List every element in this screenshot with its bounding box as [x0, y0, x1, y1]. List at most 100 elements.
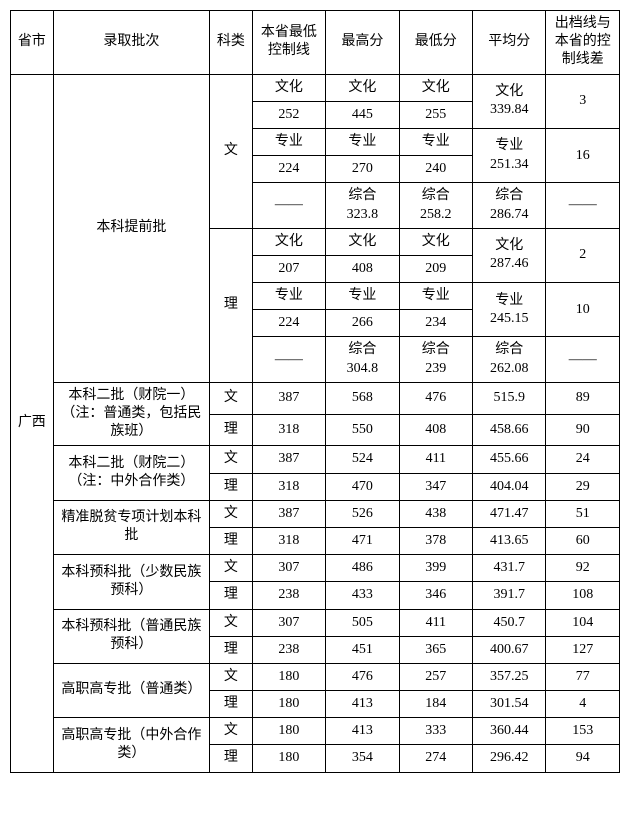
batch-cell: 本科预科批（少数民族预科）: [53, 555, 209, 609]
table-row: 高职高专批（普通类） 文 180 476 257 357.25 77: [11, 663, 620, 690]
cell: 486: [326, 555, 399, 582]
cell: 568: [326, 382, 399, 414]
cell: 理: [210, 745, 253, 772]
cell: 10: [546, 283, 620, 337]
cell: 515.9: [473, 382, 546, 414]
cell: 理: [210, 691, 253, 718]
table-row: 本科预科批（普通民族预科） 文 307 505 411 450.7 104: [11, 609, 620, 636]
table-row: 本科预科批（少数民族预科） 文 307 486 399 431.7 92: [11, 555, 620, 582]
cell: 理: [210, 636, 253, 663]
cell: 理: [210, 414, 253, 446]
cell: 378: [399, 527, 472, 554]
hdr-avg: 平均分: [473, 11, 546, 75]
cell: 16: [546, 128, 620, 182]
cell: 318: [252, 473, 325, 500]
cell: 108: [546, 582, 620, 609]
cell: 文: [210, 718, 253, 745]
cell: 180: [252, 745, 325, 772]
cell: 综合239: [399, 337, 472, 382]
cell: 307: [252, 609, 325, 636]
cell: 550: [326, 414, 399, 446]
cell: 理: [210, 582, 253, 609]
table-row: 精准脱贫专项计划本科批 文 387 526 438 471.47 51: [11, 500, 620, 527]
cell: 471.47: [473, 500, 546, 527]
cell: 90: [546, 414, 620, 446]
cell: 391.7: [473, 582, 546, 609]
cell: 333: [399, 718, 472, 745]
cell: 60: [546, 527, 620, 554]
cell: 307: [252, 555, 325, 582]
cell: 专业: [252, 128, 325, 155]
cell: 234: [399, 310, 472, 337]
cell: 77: [546, 663, 620, 690]
cell: 346: [399, 582, 472, 609]
cell: 357.25: [473, 663, 546, 690]
cell: 252: [252, 101, 325, 128]
cell: 433: [326, 582, 399, 609]
batch-cell: 本科预科批（普通民族预科）: [53, 609, 209, 663]
cell: 240: [399, 156, 472, 183]
cell: 文: [210, 446, 253, 473]
cell: 4: [546, 691, 620, 718]
cell: 524: [326, 446, 399, 473]
cell: 127: [546, 636, 620, 663]
cell: 3: [546, 74, 620, 128]
cell: 526: [326, 500, 399, 527]
cell: 文化: [399, 74, 472, 101]
cell: 360.44: [473, 718, 546, 745]
cell: 400.67: [473, 636, 546, 663]
cell: 文: [210, 382, 253, 414]
cell: 207: [252, 255, 325, 282]
cell: 专业: [399, 283, 472, 310]
hdr-min: 最低分: [399, 11, 472, 75]
cell: 184: [399, 691, 472, 718]
cell: 180: [252, 718, 325, 745]
cell: 224: [252, 156, 325, 183]
cell: 专业: [399, 128, 472, 155]
batch-cell: 精准脱贫专项计划本科批: [53, 500, 209, 554]
hdr-max: 最高分: [326, 11, 399, 75]
cell: 411: [399, 446, 472, 473]
cell: 文化: [326, 74, 399, 101]
hdr-batch: 录取批次: [53, 11, 209, 75]
cell: 89: [546, 382, 620, 414]
cell: 文化287.46: [473, 228, 546, 282]
cell: 209: [399, 255, 472, 282]
cell: 文化339.84: [473, 74, 546, 128]
batch-cell: 高职高专批（中外合作类）: [53, 718, 209, 772]
table-row: 本科二批（财院一）（注：普通类，包括民族班） 文 387 568 476 515…: [11, 382, 620, 414]
subj-cell: 理: [210, 228, 253, 382]
cell: 411: [399, 609, 472, 636]
cell: ——: [252, 337, 325, 382]
cell: 文: [210, 555, 253, 582]
cell: 318: [252, 527, 325, 554]
cell: 270: [326, 156, 399, 183]
header-row: 省市 录取批次 科类 本省最低控制线 最高分 最低分 平均分 出档线与本省的控制…: [11, 11, 620, 75]
cell: 296.42: [473, 745, 546, 772]
cell: 471: [326, 527, 399, 554]
cell: 专业245.15: [473, 283, 546, 337]
cell: 94: [546, 745, 620, 772]
cell: 399: [399, 555, 472, 582]
cell: 365: [399, 636, 472, 663]
cell: 29: [546, 473, 620, 500]
cell: 综合262.08: [473, 337, 546, 382]
cell: 470: [326, 473, 399, 500]
cell: 387: [252, 446, 325, 473]
cell: 153: [546, 718, 620, 745]
cell: 318: [252, 414, 325, 446]
subj-cell: 文: [210, 74, 253, 228]
cell: 413: [326, 691, 399, 718]
cell: 450.7: [473, 609, 546, 636]
cell: 438: [399, 500, 472, 527]
batch-cell: 本科二批（财院二）（注：中外合作类）: [53, 446, 209, 500]
cell: 301.54: [473, 691, 546, 718]
cell: 404.04: [473, 473, 546, 500]
cell: 238: [252, 582, 325, 609]
cell: 92: [546, 555, 620, 582]
batch-cell: 本科提前批: [53, 74, 209, 382]
cell: 224: [252, 310, 325, 337]
cell: 综合323.8: [326, 183, 399, 228]
cell: 445: [326, 101, 399, 128]
cell: ——: [546, 337, 620, 382]
